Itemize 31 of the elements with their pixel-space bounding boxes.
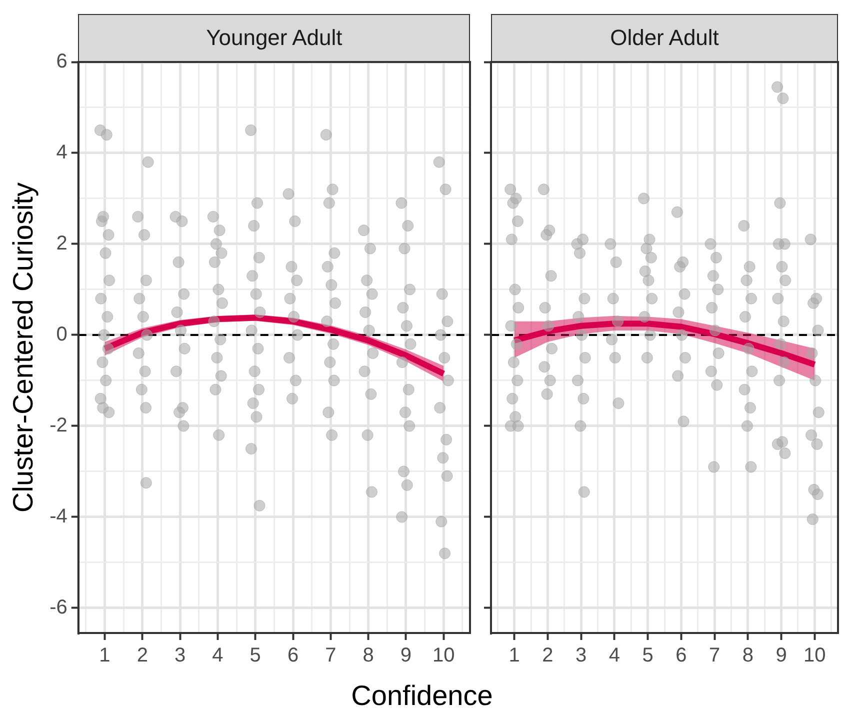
y-axis-title: Cluster-Centered Curiosity [8,182,39,512]
chart-title: Younger Adult [78,14,470,62]
x-tick-label: 6 [676,644,687,667]
chart-title: Older Adult [491,14,838,62]
x-tick-label: 5 [642,644,654,667]
x-tick-label: 5 [250,644,261,667]
x-tick-label: 3 [576,644,587,667]
y-tick-label: 0 [56,324,68,346]
y-tick-label: 4 [56,142,68,164]
x-tick-label: 8 [362,644,374,667]
x-tick-label: 1 [99,644,110,667]
x-tick-label: 4 [608,644,620,667]
x-tick-label: 7 [325,644,336,667]
x-tick-label: 10 [432,644,455,667]
y-tick-label: -6 [50,596,68,618]
x-tick-label: 9 [776,644,787,667]
x-tick-label: 7 [708,644,720,667]
x-tick-label: 6 [287,644,299,667]
y-tick-label: -2 [50,414,68,436]
x-tick-label: 1 [508,644,520,667]
y-tick-label: -4 [50,505,68,528]
x-tick-label: 9 [400,644,412,667]
y-tick-label: 2 [56,232,68,255]
y-tick-label: 6 [56,50,68,73]
x-tick-label: 2 [542,644,554,667]
x-tick-label: 10 [804,644,826,667]
x-tick-label: 3 [174,644,186,667]
x-tick-label: 4 [212,644,224,667]
x-axis-title: Confidence [350,680,494,712]
x-tick-label: 8 [742,644,754,667]
x-tick-label: 2 [136,644,148,667]
